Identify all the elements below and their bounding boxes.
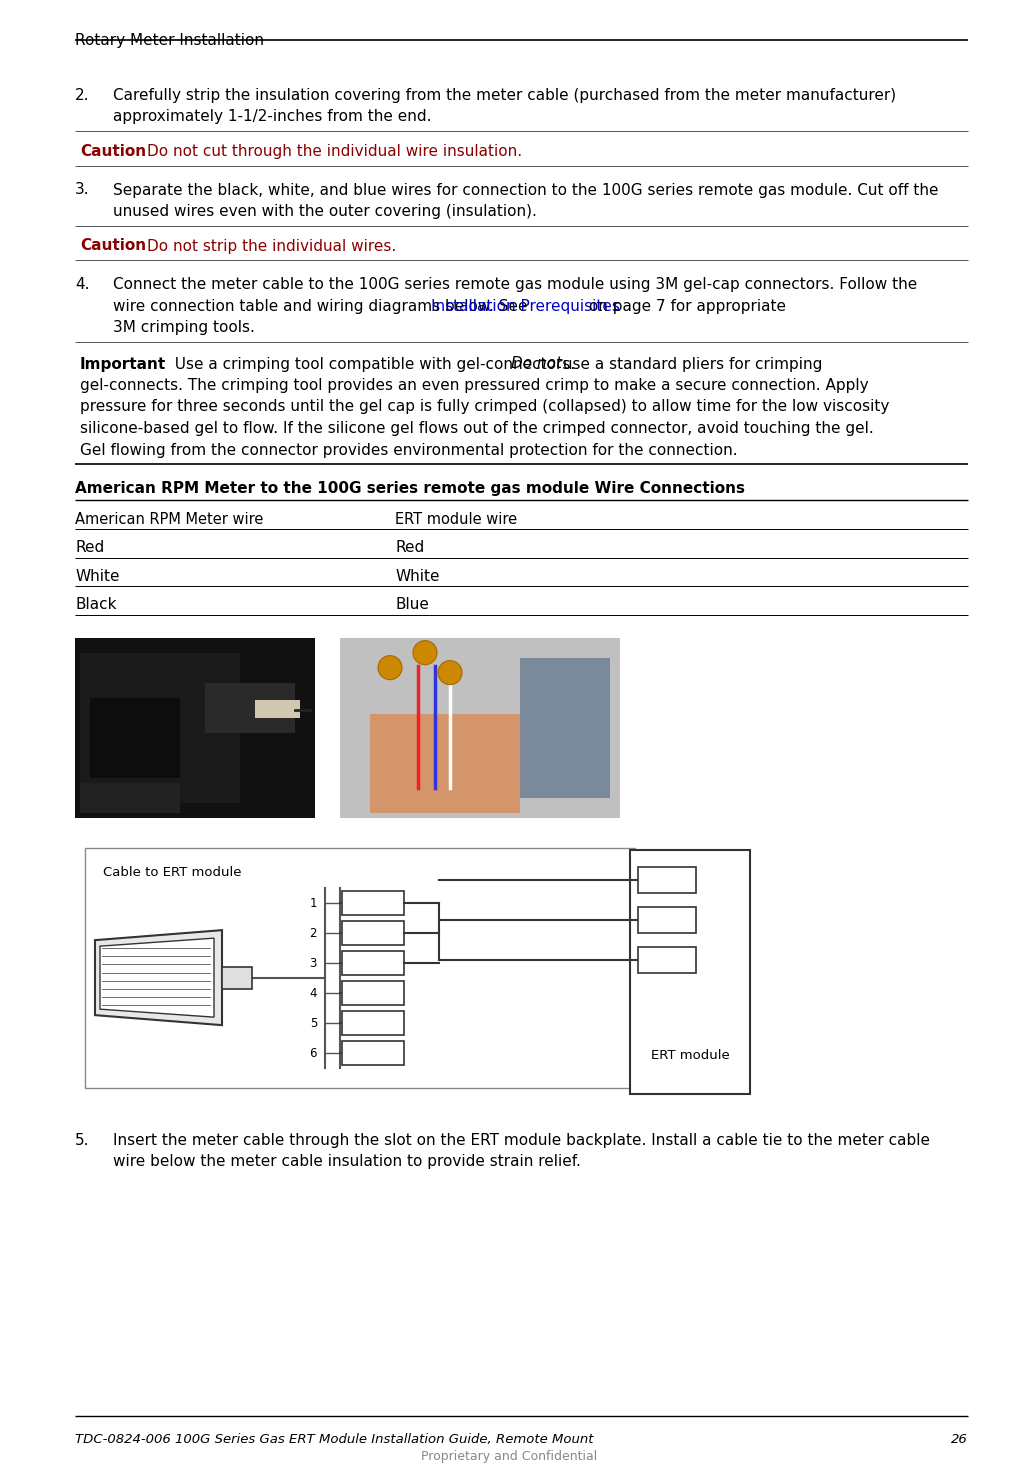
Circle shape <box>378 656 402 680</box>
Text: Do not: Do not <box>511 356 562 371</box>
Bar <box>340 637 620 817</box>
Text: Use a crimping tool compatible with gel-connectors.: Use a crimping tool compatible with gel-… <box>165 356 580 371</box>
Bar <box>340 637 620 817</box>
Text: Red: Red <box>655 910 679 924</box>
Text: Rotary Meter Installation: Rotary Meter Installation <box>75 33 264 47</box>
Text: 5: 5 <box>309 1017 317 1030</box>
Bar <box>222 967 252 989</box>
Text: ERT module: ERT module <box>651 1049 729 1061</box>
Bar <box>342 1011 404 1035</box>
Text: American RPM Meter wire: American RPM Meter wire <box>75 511 264 526</box>
Bar <box>80 653 240 803</box>
Bar <box>205 683 295 733</box>
Text: Red: Red <box>75 539 104 556</box>
Text: wire below the meter cable insulation to provide strain relief.: wire below the meter cable insulation to… <box>113 1154 581 1169</box>
Text: TDC-0824-006 100G Series Gas ERT Module Installation Guide, Remote Mount: TDC-0824-006 100G Series Gas ERT Module … <box>75 1434 593 1445</box>
Text: Blue: Blue <box>395 597 429 612</box>
Bar <box>75 637 315 817</box>
Text: White: White <box>395 569 440 584</box>
Text: Important: Important <box>80 356 166 371</box>
Text: ERT module wire: ERT module wire <box>395 511 517 526</box>
Text: 26: 26 <box>951 1434 968 1445</box>
Bar <box>342 1041 404 1064</box>
Text: silicone-based gel to flow. If the silicone gel flows out of the crimped connect: silicone-based gel to flow. If the silic… <box>80 421 873 436</box>
Bar <box>638 906 696 933</box>
Text: Proprietary and Confidential: Proprietary and Confidential <box>420 1450 598 1463</box>
Bar <box>630 850 750 1094</box>
Text: Carefully strip the insulation covering from the meter cable (purchased from the: Carefully strip the insulation covering … <box>113 89 896 103</box>
Text: Brown: Brown <box>352 1015 394 1027</box>
Text: wire connection table and wiring diagrams below. See: wire connection table and wiring diagram… <box>113 299 532 313</box>
Circle shape <box>438 661 462 684</box>
Text: Red: Red <box>395 539 425 556</box>
Bar <box>342 980 404 1005</box>
Text: pressure for three seconds until the gel cap is fully crimped (collapsed) to all: pressure for three seconds until the gel… <box>80 399 890 414</box>
Text: unused wires even with the outer covering (insulation).: unused wires even with the outer coverin… <box>113 204 536 219</box>
Bar <box>520 658 610 798</box>
Text: 6: 6 <box>309 1046 317 1060</box>
Bar <box>90 698 180 777</box>
Bar <box>342 950 404 974</box>
Bar <box>80 783 180 813</box>
Bar <box>370 714 520 813</box>
Text: Green: Green <box>353 984 393 998</box>
Text: 3: 3 <box>309 956 317 970</box>
Text: Blue: Blue <box>654 871 681 884</box>
Text: use a standard pliers for crimping: use a standard pliers for crimping <box>558 356 823 371</box>
Bar <box>84 848 635 1088</box>
Bar <box>342 891 404 915</box>
Text: Do not strip the individual wires.: Do not strip the individual wires. <box>147 238 396 254</box>
Text: Black: Black <box>355 894 391 907</box>
Text: Insert the meter cable through the slot on the ERT module backplate. Install a c: Insert the meter cable through the slot … <box>113 1132 930 1147</box>
Text: 1: 1 <box>309 897 317 909</box>
Text: Caution: Caution <box>80 238 147 254</box>
Bar <box>254 699 300 718</box>
Text: Cable to ERT module: Cable to ERT module <box>103 866 241 878</box>
Bar <box>638 946 696 973</box>
Text: 2.: 2. <box>75 89 90 103</box>
Text: approximately 1-1/2-inches from the end.: approximately 1-1/2-inches from the end. <box>113 109 432 124</box>
Text: Do not cut through the individual wire insulation.: Do not cut through the individual wire i… <box>147 143 522 160</box>
Text: 3M crimping tools.: 3M crimping tools. <box>113 321 254 336</box>
Text: Connect the meter cable to the 100G series remote gas module using 3M gel-cap co: Connect the meter cable to the 100G seri… <box>113 276 917 293</box>
Text: Red: Red <box>360 955 386 968</box>
Bar <box>342 921 404 944</box>
Text: 5.: 5. <box>75 1132 90 1147</box>
Text: 2: 2 <box>309 927 317 940</box>
Text: Caution: Caution <box>80 143 147 160</box>
Text: 4.: 4. <box>75 276 90 293</box>
Polygon shape <box>100 939 214 1017</box>
Text: 4: 4 <box>309 987 317 999</box>
Text: 3.: 3. <box>75 182 90 198</box>
Text: Blue: Blue <box>358 1045 388 1058</box>
Text: on page 7 for appropriate: on page 7 for appropriate <box>584 299 786 313</box>
Text: gel-connects. The crimping tool provides an even pressured crimp to make a secur: gel-connects. The crimping tool provides… <box>80 378 868 393</box>
Text: White: White <box>648 950 685 964</box>
Text: Installation Prerequisites: Installation Prerequisites <box>431 299 620 313</box>
Circle shape <box>413 640 437 665</box>
Text: Gel flowing from the connector provides environmental protection for the connect: Gel flowing from the connector provides … <box>80 442 738 458</box>
Bar <box>638 866 696 893</box>
Text: American RPM Meter to the 100G series remote gas module Wire Connections: American RPM Meter to the 100G series re… <box>75 480 745 497</box>
Polygon shape <box>95 930 222 1026</box>
Text: White: White <box>353 925 393 937</box>
Text: White: White <box>75 569 119 584</box>
Text: Separate the black, white, and blue wires for connection to the 100G series remo: Separate the black, white, and blue wire… <box>113 182 939 198</box>
Text: Black: Black <box>75 597 116 612</box>
